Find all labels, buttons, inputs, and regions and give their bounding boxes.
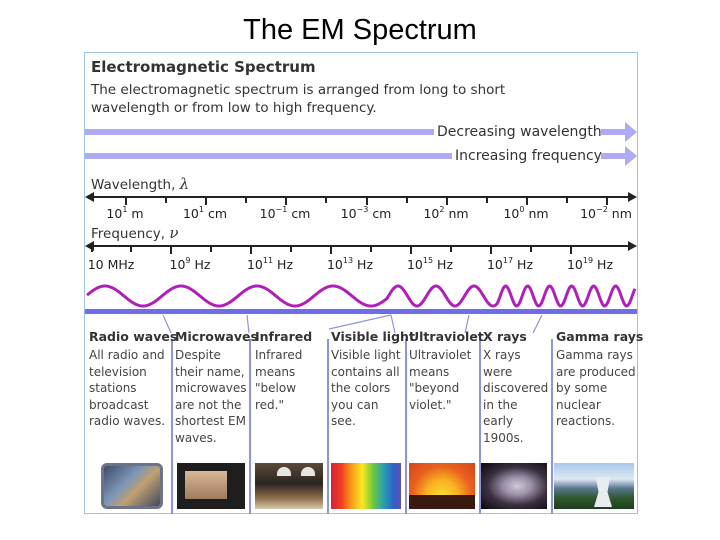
arrow-head-icon <box>625 122 637 142</box>
frequency-axis <box>85 240 637 254</box>
slide-title: The EM Spectrum <box>243 14 477 46</box>
arrow-left-icon <box>85 192 94 202</box>
frequency-tick-label: 10 MHz <box>87 257 135 272</box>
sun-sunset-photo <box>409 463 475 509</box>
frequency-tick-label: 109 Hz <box>169 256 211 273</box>
frequency-tick-label: 1019 Hz <box>566 256 614 273</box>
em-spectrum-panel: Electromagnetic Spectrum The electromagn… <box>84 52 644 514</box>
band-gamma-rays: Gamma rays Gamma rays are produced by so… <box>556 329 644 428</box>
band-infrared: Infrared Infrared means "below red." <box>255 329 313 412</box>
band-divider <box>171 339 173 514</box>
band-microwaves: Microwaves Despite their name, microwave… <box>175 329 258 445</box>
hand-xray-photo <box>481 463 547 509</box>
panel-heading: Electromagnetic Spectrum <box>91 58 316 76</box>
wavelength-tick-label: 10−1 cm <box>259 205 311 222</box>
increasing-frequency-arrow: Increasing frequency <box>85 146 637 166</box>
arrow-right-icon <box>628 192 637 202</box>
arrow-label: Decreasing wavelength <box>434 122 605 142</box>
nu-symbol: ν <box>169 224 179 242</box>
spectrum-band-bar <box>85 309 637 314</box>
wavelength-tick-label: 10−2 nm <box>580 205 632 222</box>
band-divider <box>551 339 553 514</box>
arrow-label: Increasing frequency <box>452 146 605 166</box>
arrow-right-icon <box>628 241 637 251</box>
wavelength-tick-label: 10−3 cm <box>340 205 392 222</box>
frequency-tick-label: 1015 Hz <box>406 256 454 273</box>
decreasing-wavelength-arrow: Decreasing wavelength <box>85 122 637 142</box>
frequency-tick-label: 1017 Hz <box>486 256 534 273</box>
heat-lamps-food-photo <box>255 463 323 509</box>
arrow-head-icon <box>625 146 637 166</box>
rainbow-spectrum-photo <box>331 463 401 509</box>
tv-weather-broadcast-photo <box>101 463 163 509</box>
em-wave-illustration <box>86 284 637 308</box>
panel-description: The electromagnetic spectrum is arranged… <box>91 82 506 116</box>
wavelength-tick-label: 100 nm <box>503 205 549 222</box>
wavelength-axis <box>85 191 637 205</box>
microwave-oven-photo <box>177 463 245 509</box>
band-divider <box>405 339 407 514</box>
band-visible-light: Visible light Visible light contains all… <box>331 329 415 428</box>
frequency-axis-label: Frequency, ν <box>91 224 179 242</box>
band-divider <box>327 339 329 514</box>
lambda-symbol: λ <box>179 175 190 193</box>
wavelength-tick-label: 102 nm <box>423 205 469 222</box>
band-x-rays: X rays X rays were discovered in the ear… <box>483 329 549 445</box>
band-divider <box>479 339 481 514</box>
wavelength-axis-label: Wavelength, λ <box>91 175 190 193</box>
frequency-tick-label: 1011 Hz <box>246 256 294 273</box>
nuclear-cooling-tower-photo <box>554 463 634 509</box>
band-ultraviolet: Ultraviolet Ultraviolet means "beyond vi… <box>409 329 484 412</box>
wavelength-tick-label: 101 m <box>106 205 144 222</box>
band-connector-lines <box>162 314 543 334</box>
band-divider <box>249 339 251 514</box>
arrow-left-icon <box>85 241 94 251</box>
wavelength-tick-label: 101 cm <box>182 205 228 222</box>
frequency-tick-label: 1013 Hz <box>326 256 374 273</box>
band-radio-waves: Radio waves All radio and television sta… <box>89 329 178 428</box>
